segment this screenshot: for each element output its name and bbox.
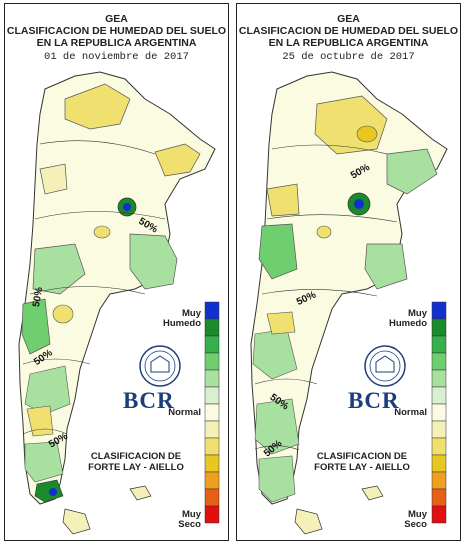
bcr-logo-text: BCR — [348, 388, 400, 413]
panel-title-line3: EN LA REPUBLICA ARGENTINA — [36, 37, 197, 49]
legend-label-normal: Normal — [168, 407, 201, 418]
bcr-seal — [364, 345, 406, 387]
bcr-seal — [139, 345, 181, 387]
legend-swatch — [431, 403, 447, 422]
tierra-del-fuego — [62, 508, 91, 535]
panel-date: 01 de noviembre de 2017 — [44, 51, 189, 63]
legend-swatch — [204, 386, 220, 405]
legend-label-normal: Normal — [394, 407, 427, 418]
wet-zone-west — [21, 298, 51, 355]
contour-line — [254, 445, 300, 451]
argentina-map-left — [18, 71, 220, 535]
tierra-del-fuego — [294, 508, 323, 535]
legend-swatch — [431, 352, 447, 371]
patagonia-south — [254, 398, 300, 455]
map-panel-right: GEA CLASIFICACION DE HUMEDAD DEL SUELO E… — [236, 3, 461, 541]
legend-swatch — [431, 437, 447, 456]
legend-swatch — [431, 386, 447, 405]
legend-swatch — [431, 454, 447, 473]
patagonia-far-south — [258, 455, 296, 503]
legend-swatch — [431, 488, 447, 507]
legend-label-wet: Muy Humedo — [163, 308, 201, 329]
bcr-logo-text: BCR — [123, 388, 175, 413]
legend-swatch — [204, 437, 220, 456]
legend-swatch — [431, 301, 447, 320]
dry-core-north — [356, 125, 378, 143]
legend-swatch — [431, 471, 447, 490]
islands — [129, 485, 152, 501]
dry-spot — [316, 225, 332, 239]
legend-swatch — [204, 454, 220, 473]
contour-line — [22, 358, 91, 365]
panel-title-line2: CLASIFICACION DE HUMEDAD DEL SUELO — [238, 25, 459, 37]
contour-line — [261, 289, 378, 297]
panel-title-line3: EN LA REPUBLICA ARGENTINA — [268, 37, 429, 49]
very-wet-core — [123, 203, 131, 211]
dry-zone-north — [64, 83, 131, 130]
legend-swatch — [204, 335, 220, 354]
dry-zone-northeast — [154, 143, 201, 177]
map-panel-left: GEA CLASIFICACION DE HUMEDAD DEL SUELO E… — [4, 3, 229, 541]
wet-zone-center — [32, 243, 86, 295]
legend-swatch — [204, 352, 220, 371]
classification-label: CLASIFICACION DE FORTE LAY - AIELLO — [88, 451, 184, 473]
wet-zone-east — [364, 243, 408, 290]
legend-swatch — [204, 301, 220, 320]
legend-swatch — [431, 420, 447, 439]
legend-swatch — [431, 369, 447, 388]
very-wet-south-core — [49, 488, 57, 496]
legend-label-dry: Muy Seco — [404, 509, 427, 530]
legend-swatch — [204, 403, 220, 422]
classification-label: CLASIFICACION DE FORTE LAY - AIELLO — [314, 451, 410, 473]
legend-swatch — [204, 505, 220, 524]
contour-line — [254, 378, 318, 385]
legend-swatch — [431, 505, 447, 524]
panel-date: 25 de octubre de 2017 — [282, 51, 415, 63]
patagonia-dry — [26, 405, 54, 437]
wet-zone-west — [258, 223, 298, 280]
legend-swatch — [204, 420, 220, 439]
patagonia-green — [24, 365, 71, 415]
dry-spot-center — [93, 225, 111, 239]
dry-spot-mid — [52, 304, 74, 324]
contour-line — [271, 144, 388, 155]
legend-label-dry: Muy Seco — [178, 509, 201, 530]
dry-zone-northwest — [39, 163, 68, 195]
contour-line — [29, 286, 146, 295]
panel-title-line1: GEA — [337, 13, 360, 25]
panel-title-line2: CLASIFICACION DE HUMEDAD DEL SUELO — [6, 25, 227, 37]
contour-line — [39, 140, 156, 155]
contour-line — [22, 428, 68, 435]
legend-swatch — [431, 335, 447, 354]
patagonia-dry — [266, 311, 296, 335]
legend-swatch — [204, 318, 220, 337]
argentina-map-right — [250, 71, 448, 535]
legend-label-wet: Muy Humedo — [389, 308, 427, 329]
legend-swatch — [204, 471, 220, 490]
legend-bar — [431, 301, 447, 524]
panel-title-line1: GEA — [105, 13, 128, 25]
contour-line — [34, 211, 166, 220]
legend-swatch — [204, 369, 220, 388]
legend-bar — [204, 301, 220, 524]
wet-zone-east — [129, 233, 178, 290]
islands — [361, 485, 384, 501]
patagonia-south-green — [24, 441, 64, 483]
very-wet-core — [354, 199, 364, 209]
very-wet-south — [34, 479, 64, 503]
legend-swatch — [431, 318, 447, 337]
contour-line — [266, 214, 398, 223]
legend-swatch — [204, 488, 220, 507]
dry-zone-northwest — [266, 183, 300, 217]
wet-zone-northeast — [386, 148, 438, 195]
